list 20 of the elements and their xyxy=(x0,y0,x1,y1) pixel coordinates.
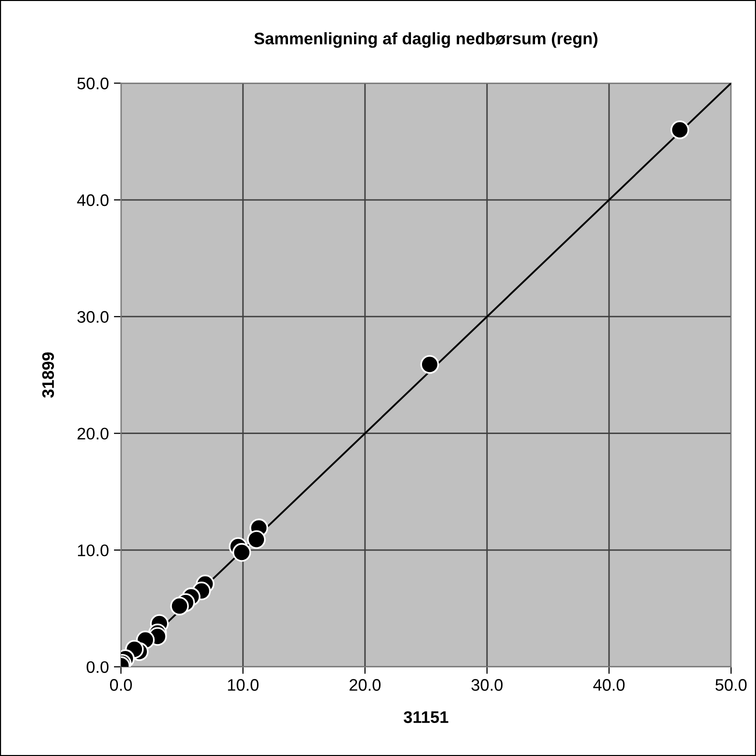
chart-title: Sammenligning af daglig nedbørsum (regn) xyxy=(254,32,598,48)
y-axis-title: 31899 xyxy=(42,352,54,398)
x-tick-label: 10.0 xyxy=(228,679,259,691)
y-tick-label: 10.0 xyxy=(78,544,109,556)
x-tick-label: 30.0 xyxy=(471,679,503,691)
x-axis-title: 31151 xyxy=(404,711,448,724)
y-tick-label: 50.0 xyxy=(77,78,109,90)
y-tick-label: 20.0 xyxy=(78,428,109,440)
y-tick-label: 30.0 xyxy=(77,311,109,323)
point xyxy=(170,596,189,616)
point xyxy=(420,355,440,374)
y-tick-label: 40.0 xyxy=(77,194,109,206)
x-tick-label: 20.0 xyxy=(350,679,381,691)
point xyxy=(247,530,266,549)
point xyxy=(670,120,690,140)
x-tick-label: 0.0 xyxy=(110,679,132,691)
x-tick-label: 50.0 xyxy=(716,679,747,691)
point xyxy=(232,543,252,562)
x-tick-label: 40.0 xyxy=(593,679,625,691)
y-tick-label: 0.0 xyxy=(86,661,109,673)
